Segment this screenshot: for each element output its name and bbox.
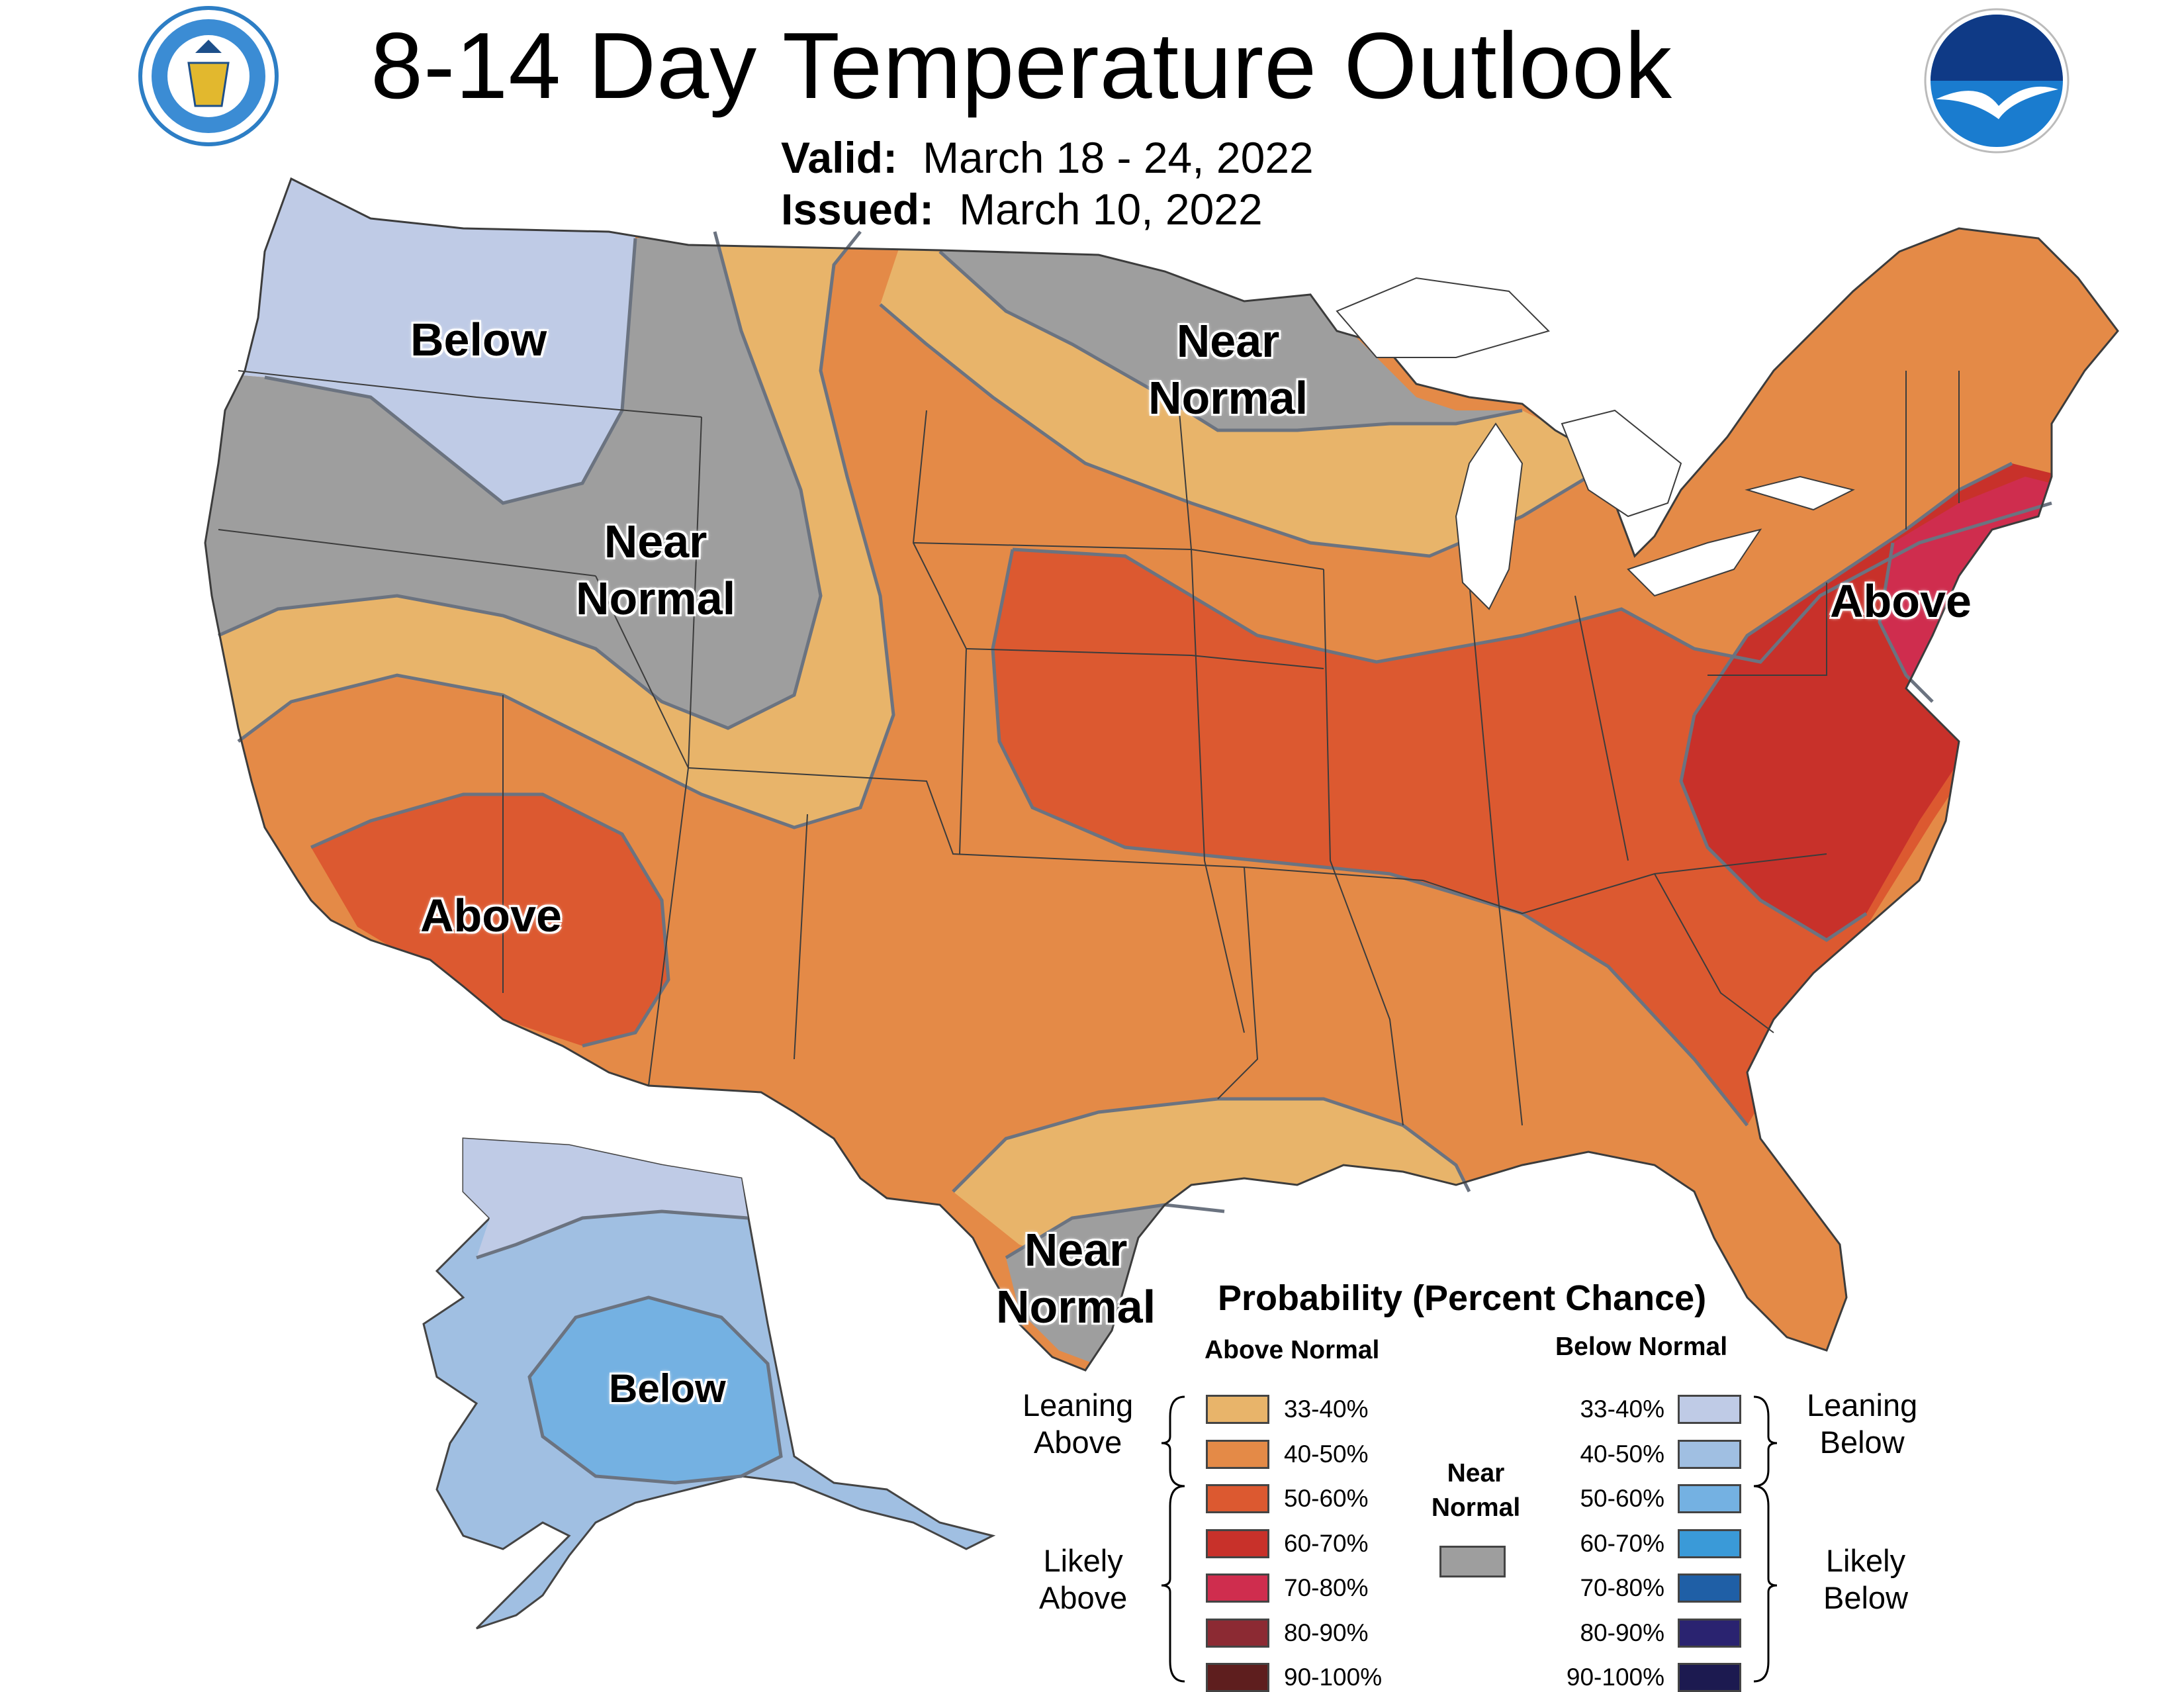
valid-value: March 18 - 24, 2022: [923, 133, 1314, 182]
below-range-label: 70-80%: [1580, 1574, 1664, 1601]
below-swatch-70-80pct: [1678, 1574, 1741, 1603]
leaning-above-line2: Above: [1034, 1425, 1122, 1460]
above-range-label: 80-90%: [1284, 1619, 1369, 1646]
above-range-label: 33-40%: [1284, 1395, 1369, 1423]
above-swatch-70-80pct: [1206, 1574, 1269, 1603]
alaska: [422, 1137, 996, 1630]
above-swatch-50-60pct: [1206, 1484, 1269, 1513]
near-normal-legend-line1: Near: [1447, 1459, 1505, 1487]
state-borders: [218, 370, 1960, 1126]
near-normal-legend-label: Near Normal: [1410, 1456, 1542, 1525]
below-swatch-60-70pct: [1678, 1528, 1741, 1558]
issued-date: Issued: March 10, 2022: [781, 184, 1263, 234]
page-title: 8-14 Day Temperature Outlook: [371, 13, 1673, 118]
above-normal-header: Above Normal: [1205, 1336, 1380, 1364]
issued-label: Issued:: [781, 185, 934, 234]
sw-above-label: Above: [420, 890, 562, 941]
leaning-above-label: Leaning Above: [1023, 1387, 1133, 1461]
above-range-label: 60-70%: [1284, 1529, 1369, 1557]
leaning-below-label: Leaning Below: [1807, 1387, 1917, 1461]
legend-title: Probability (Percent Chance): [1218, 1278, 1707, 1318]
above-swatch-80-90pct: [1206, 1618, 1269, 1648]
rockies-normal-line: Normal: [576, 573, 736, 624]
commerce-seal: [138, 6, 279, 146]
contour-lines: [217, 230, 2052, 1260]
leaning-above-line1: Leaning: [1023, 1387, 1134, 1423]
texas-near-line: Near: [1024, 1224, 1128, 1276]
above-range-label: 50-60%: [1284, 1485, 1369, 1512]
below-swatch-33-40pct: [1678, 1395, 1741, 1424]
above-range-label: 70-80%: [1284, 1574, 1369, 1601]
above-swatch-40-50pct: [1206, 1439, 1269, 1469]
near-normal-swatch: [1439, 1546, 1506, 1577]
alaska-below-label: Below: [609, 1366, 726, 1411]
below-range-label: 40-50%: [1580, 1440, 1664, 1468]
texas-normal-line: Normal: [996, 1281, 1156, 1333]
below-normal-header: Below Normal: [1555, 1333, 1728, 1361]
likely-above-line2: Above: [1039, 1580, 1128, 1615]
above-swatch-33-40pct: [1206, 1395, 1269, 1424]
leaning-below-line2: Below: [1819, 1425, 1905, 1460]
likely-below-line2: Below: [1823, 1580, 1909, 1615]
below-range-label: 33-40%: [1580, 1395, 1664, 1423]
sw-likely-above-region: [311, 794, 668, 1046]
below-swatch-80-90pct: [1678, 1618, 1741, 1648]
below-range-label: 60-70%: [1580, 1529, 1664, 1557]
noaa-logo: [1924, 8, 2070, 154]
likely-below-label: Likely Below: [1823, 1542, 1908, 1617]
rockies-near-line: Near: [604, 516, 707, 567]
ne-above-label: Above: [1830, 575, 1972, 627]
below-swatch-50-60pct: [1678, 1484, 1741, 1513]
above-range-label: 40-50%: [1284, 1440, 1369, 1468]
upper-midwest-lean-above-region: [880, 245, 1588, 556]
below-range-label: 90-100%: [1566, 1664, 1664, 1691]
west-near-normal-region: [205, 232, 821, 728]
valid-dates: Valid: March 18 - 24, 2022: [781, 132, 1314, 183]
upper-midwest-near-line: Near: [1176, 315, 1280, 367]
upper-midwest-near-normal-label: Near Normal: [1148, 312, 1308, 426]
below-swatch-40-50pct: [1678, 1439, 1741, 1469]
commerce-seal-icon: [139, 7, 278, 146]
valid-label: Valid:: [781, 133, 898, 182]
likely-above-label: Likely Above: [1039, 1542, 1127, 1617]
above-swatch-90-100pct: [1206, 1663, 1269, 1692]
nw-below-label: Below: [410, 314, 547, 365]
likely-above-line1: Likely: [1043, 1543, 1123, 1578]
above-range-label: 90-100%: [1284, 1664, 1383, 1691]
texas-near-normal-label: Near Normal: [996, 1221, 1156, 1335]
rockies-near-normal-label: Near Normal: [576, 513, 735, 627]
below-range-label: 50-60%: [1580, 1485, 1664, 1512]
issued-value: March 10, 2022: [959, 185, 1263, 234]
below-range-label: 80-90%: [1580, 1619, 1664, 1646]
above-swatch-60-70pct: [1206, 1528, 1269, 1558]
upper-midwest-near-normal-region: [940, 238, 1522, 430]
nw-below-region: [205, 179, 635, 503]
great-lakes: [1336, 277, 1855, 610]
near-normal-legend-line2: Normal: [1431, 1493, 1521, 1522]
west-lean-above-light-region: [205, 232, 893, 827]
upper-midwest-normal-line: Normal: [1148, 372, 1308, 424]
leaning-below-line1: Leaning: [1807, 1387, 1918, 1423]
noaa-logo-icon: [1923, 7, 2071, 156]
below-swatch-90-100pct: [1678, 1663, 1741, 1692]
likely-below-line1: Likely: [1825, 1543, 1906, 1578]
